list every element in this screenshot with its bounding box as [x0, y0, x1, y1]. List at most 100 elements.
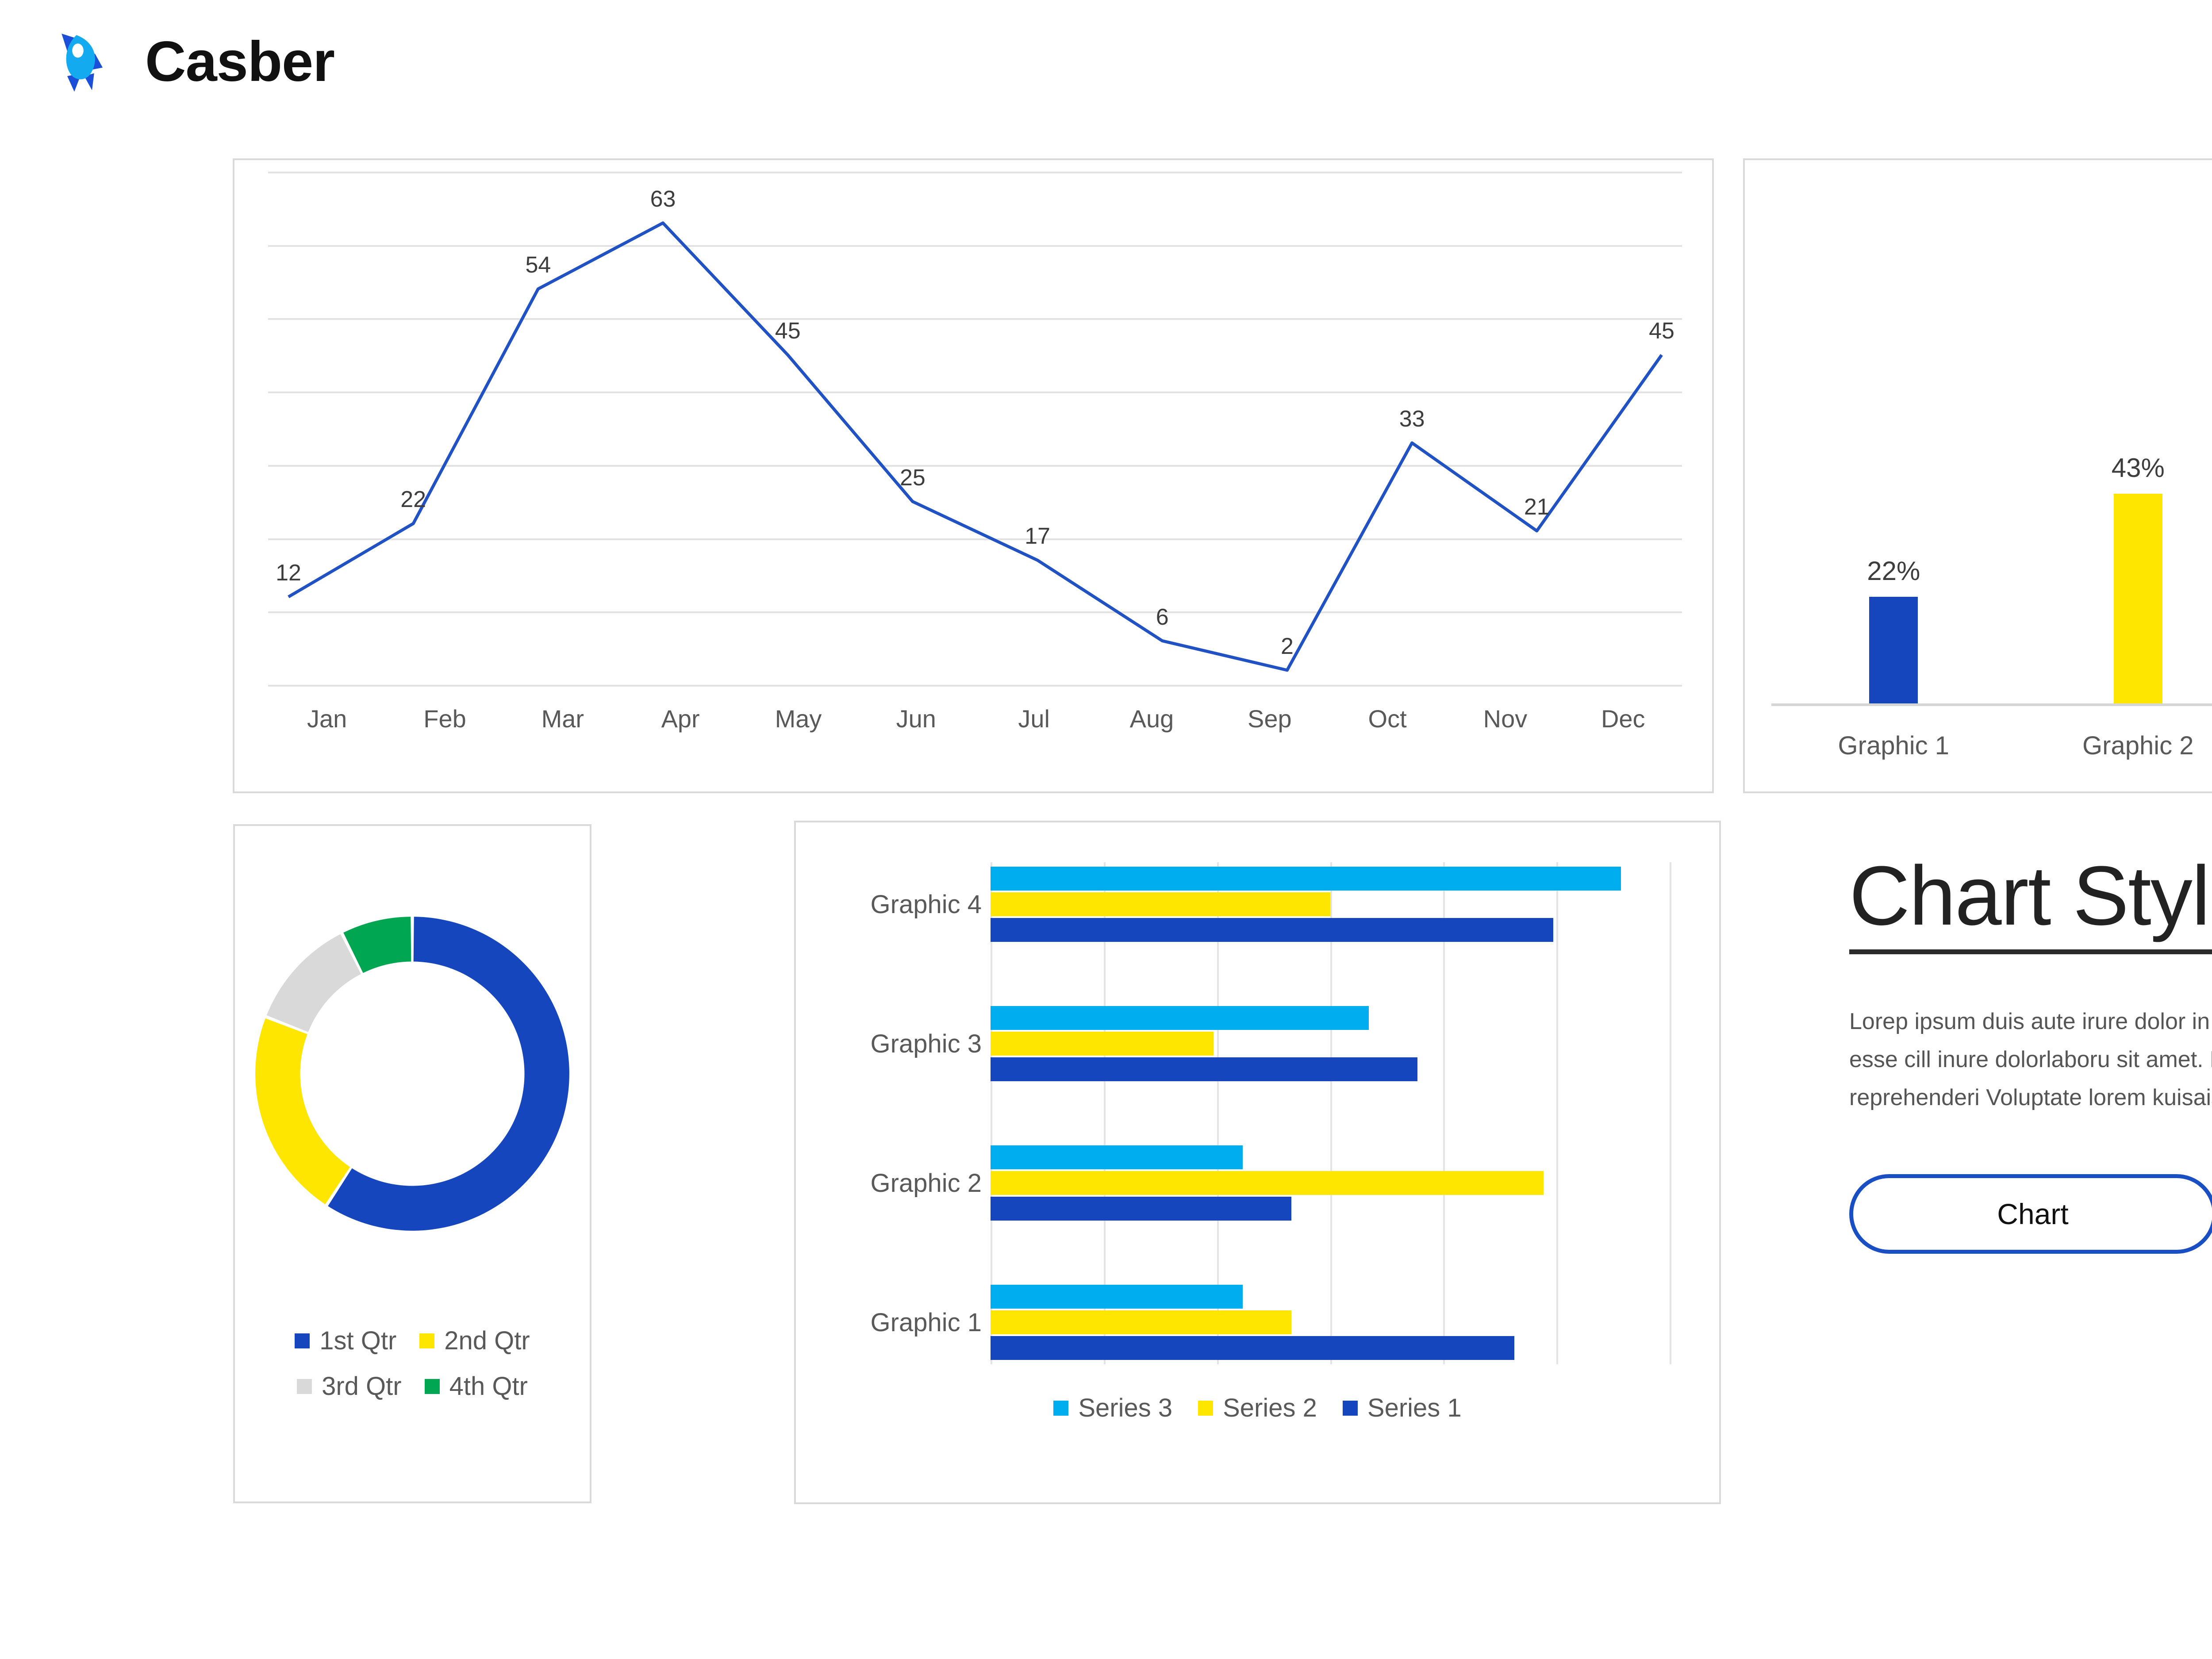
legend-row: 1st Qtr 2nd Qtr	[235, 1326, 590, 1356]
hbar-chart-legend: Series 3 Series 2 Series 1	[796, 1393, 1719, 1423]
column-chart-bars: 22%43%75%12%	[1771, 178, 2212, 704]
x-tick-label: Nov	[1483, 705, 1528, 733]
gridline	[1556, 862, 1559, 1364]
legend-label: 2nd Qtr	[444, 1326, 530, 1355]
data-label: 12	[276, 560, 301, 586]
chart-button[interactable]: Chart	[1849, 1174, 2212, 1254]
hbar	[991, 1145, 1243, 1169]
legend-item[interactable]: 3rd Qtr	[297, 1371, 402, 1401]
hbar	[991, 1006, 1369, 1030]
data-label: 45	[775, 318, 801, 344]
gridline	[1103, 862, 1106, 1364]
hbar	[991, 1285, 1243, 1309]
legend-item[interactable]: Series 3	[1053, 1393, 1172, 1423]
hbar-chart-y-axis: Graphic 4 Graphic 3 Graphic 2 Graphic 1	[814, 862, 991, 1364]
section-body-text: Lorep ipsum duis aute irure dolor in kau…	[1849, 1009, 2212, 1110]
data-label: 45	[1649, 318, 1674, 344]
data-label: 6	[1156, 604, 1169, 630]
gridline	[268, 172, 1682, 173]
brand-name: Casber	[145, 30, 335, 93]
bar-value-label: 22%	[1867, 556, 1920, 586]
legend-label: Series 1	[1367, 1394, 1462, 1422]
data-label: 63	[650, 186, 676, 212]
gridline	[1443, 862, 1445, 1364]
legend-item[interactable]: 1st Qtr	[295, 1326, 396, 1356]
x-tick-label: Aug	[1129, 705, 1174, 733]
donut-slice	[255, 1018, 350, 1205]
x-tick-label: Jul	[1018, 705, 1050, 733]
line-chart-plot: 12 22 54 63 45 25 17 6 2 33 21 45	[268, 172, 1682, 687]
legend-row: 3rd Qtr 4th Qtr	[235, 1371, 590, 1401]
donut-slice	[343, 917, 411, 973]
section-title: Chart Style	[1849, 849, 2212, 943]
legend-label: Series 2	[1223, 1394, 1317, 1422]
x-tick-label: Jan	[307, 705, 347, 733]
hbar-group	[991, 1280, 1670, 1364]
legend-label: 4th Qtr	[449, 1372, 528, 1401]
x-tick-label: Sep	[1247, 705, 1292, 733]
hbar	[991, 1057, 1417, 1081]
hbar-chart-gridlines	[991, 862, 1671, 1364]
donut-chart	[235, 839, 590, 1308]
legend-item[interactable]: 2nd Qtr	[419, 1326, 530, 1356]
gridline	[1217, 862, 1219, 1364]
hbar	[991, 867, 1621, 891]
line-chart-panel: 12 22 54 63 45 25 17 6 2 33 21 45 Jan Feb Mar Apr May Ju…	[233, 158, 1714, 793]
x-tick-label: Feb	[423, 705, 466, 733]
legend-label: 3rd Qtr	[322, 1372, 402, 1401]
legend-item[interactable]: 4th Qtr	[424, 1371, 528, 1401]
y-tick-label: Graphic 3	[870, 1029, 982, 1058]
hbar	[991, 1336, 1515, 1360]
hbar	[991, 918, 1553, 942]
line-chart-x-axis: Jan Feb Mar Apr May Jun Jul Aug Sep Oct Nov Dec	[268, 704, 1682, 733]
hbar-group	[991, 1141, 1670, 1225]
gridline	[268, 685, 1682, 687]
x-tick-label: Graphic 1	[1838, 731, 1949, 760]
x-tick-label: Apr	[661, 705, 700, 733]
data-label: 17	[1025, 523, 1050, 549]
legend-label: Series 3	[1078, 1394, 1173, 1422]
y-tick-label: Graphic 1	[870, 1308, 982, 1337]
x-tick-label: Mar	[541, 705, 584, 733]
donut-slice	[328, 917, 569, 1231]
legend-swatch	[419, 1333, 435, 1348]
line-chart-series	[268, 172, 1682, 685]
data-label: 54	[525, 252, 551, 278]
donut-slice	[266, 934, 361, 1032]
x-tick-label: Jun	[896, 705, 936, 733]
gridline	[268, 538, 1682, 540]
legend-swatch	[1198, 1400, 1214, 1416]
rocket-icon	[61, 34, 103, 92]
hbar-chart-panel: Graphic 4 Graphic 3 Graphic 2 Graphic 1 Ser…	[794, 821, 1721, 1504]
gridline	[1330, 862, 1332, 1364]
data-label: 21	[1524, 494, 1550, 520]
column-bar-group: 43%	[2016, 178, 2212, 704]
hbar-chart-bars	[991, 862, 1670, 1364]
legend-swatch	[297, 1379, 312, 1394]
legend-swatch	[424, 1379, 440, 1394]
hbar	[991, 1197, 1291, 1221]
y-tick-label: Graphic 2	[870, 1168, 982, 1198]
legend-swatch	[1053, 1400, 1069, 1416]
legend-item[interactable]: Series 2	[1198, 1393, 1317, 1423]
hbar-group	[991, 1002, 1670, 1086]
hbar	[991, 1171, 1544, 1195]
gridline	[268, 318, 1682, 320]
donut-chart-panel: 1st Qtr 2nd Qtr 3rd Qtr 4th Qtr	[233, 824, 591, 1503]
legend-label: 1st Qtr	[319, 1326, 397, 1355]
hbar	[991, 1310, 1291, 1334]
column-chart-baseline	[1771, 703, 2212, 706]
column-bar-group: 22%	[1771, 178, 2016, 704]
x-tick-label: May	[775, 705, 822, 733]
app-header: Casber	[53, 27, 335, 97]
legend-item[interactable]: Series 1	[1342, 1393, 1462, 1423]
x-tick-label: Oct	[1368, 705, 1407, 733]
column-bar	[1869, 596, 1918, 704]
donut-chart-legend: 1st Qtr 2nd Qtr 3rd Qtr 4th Qtr	[235, 1326, 590, 1417]
chart-style-section: Chart Style Lorep ipsum duis aute irure …	[1849, 854, 2212, 1254]
hbar-group	[991, 862, 1670, 946]
bar-value-label: 43%	[2111, 453, 2165, 483]
data-label: 22	[400, 487, 426, 513]
